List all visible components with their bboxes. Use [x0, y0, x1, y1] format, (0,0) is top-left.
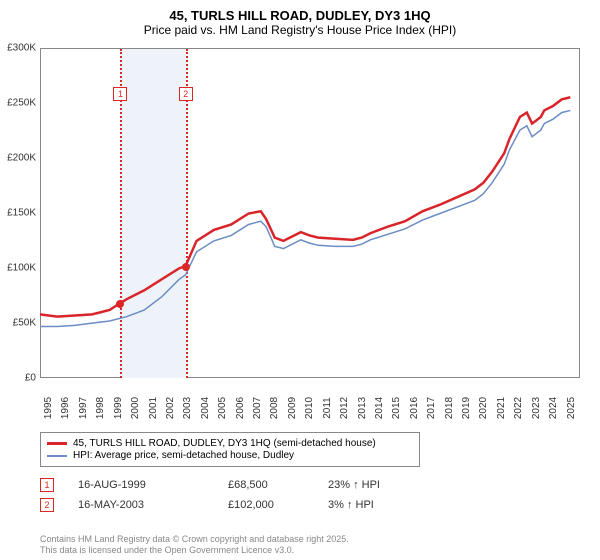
x-tick-label: 1997	[78, 397, 89, 419]
x-tick-label: 1998	[95, 397, 106, 419]
chart-plot-area: 12	[40, 48, 580, 378]
y-tick-label: £300K	[7, 43, 36, 54]
transaction-price: £102,000	[228, 499, 328, 511]
x-tick-label: 2012	[339, 397, 350, 419]
y-tick-label: £250K	[7, 98, 36, 109]
transaction-diff: 23% ↑ HPI	[328, 479, 428, 491]
title-subtitle: Price paid vs. HM Land Registry's House …	[0, 23, 600, 37]
x-tick-label: 2009	[287, 397, 298, 419]
x-tick-label: 2016	[409, 397, 420, 419]
x-tick-label: 2019	[461, 397, 472, 419]
title-address: 45, TURLS HILL ROAD, DUDLEY, DY3 1HQ	[0, 8, 600, 23]
y-tick-label: £50K	[13, 318, 36, 329]
y-tick-label: £100K	[7, 263, 36, 274]
x-tick-label: 2022	[513, 397, 524, 419]
x-tick-label: 1999	[113, 397, 124, 419]
legend-swatch	[47, 455, 67, 457]
x-tick-label: 2010	[304, 397, 315, 419]
x-tick-label: 1996	[60, 397, 71, 419]
x-axis-labels: 1995 1996 1997 1998 1999 2000 2001 2002 2003 2004…	[40, 380, 580, 430]
footer-attribution: Contains HM Land Registry data © Crown c…	[40, 534, 349, 556]
x-tick-label: 2001	[148, 397, 159, 419]
transaction-row: 2 16-MAY-2003£102,0003% ↑ HPI	[40, 498, 580, 512]
y-axis-labels: £0£50K£100K£150K£200K£250K£300K	[0, 48, 38, 378]
x-tick-label: 2023	[531, 397, 542, 419]
x-tick-label: 2005	[217, 397, 228, 419]
x-tick-label: 2007	[252, 397, 263, 419]
x-tick-label: 2020	[478, 397, 489, 419]
transaction-number: 1	[40, 478, 54, 492]
legend-label: HPI: Average price, semi-detached house,…	[73, 450, 294, 461]
x-tick-label: 2011	[322, 397, 333, 419]
legend-label: 45, TURLS HILL ROAD, DUDLEY, DY3 1HQ (se…	[73, 438, 376, 449]
transaction-marker	[116, 300, 124, 308]
x-tick-label: 2008	[269, 397, 280, 419]
x-tick-label: 2017	[426, 397, 437, 419]
x-tick-label: 2003	[182, 397, 193, 419]
y-tick-label: £200K	[7, 153, 36, 164]
chart-title-area: 45, TURLS HILL ROAD, DUDLEY, DY3 1HQ Pri…	[0, 0, 600, 41]
series-line	[40, 97, 570, 316]
x-tick-label: 2024	[548, 397, 559, 419]
marker-label: 2	[179, 87, 193, 101]
transaction-diff: 3% ↑ HPI	[328, 499, 428, 511]
transaction-marker	[182, 263, 190, 271]
x-tick-label: 2018	[444, 397, 455, 419]
x-tick-label: 2025	[566, 397, 577, 419]
legend: 45, TURLS HILL ROAD, DUDLEY, DY3 1HQ (se…	[40, 432, 420, 467]
x-tick-label: 2002	[165, 397, 176, 419]
marker-label: 1	[113, 87, 127, 101]
series-line	[40, 110, 570, 326]
legend-item: HPI: Average price, semi-detached house,…	[47, 450, 413, 461]
x-tick-label: 2006	[235, 397, 246, 419]
y-tick-label: £0	[25, 373, 36, 384]
x-tick-label: 2021	[496, 397, 507, 419]
transaction-number: 2	[40, 498, 54, 512]
footer-line1: Contains HM Land Registry data © Crown c…	[40, 534, 349, 545]
legend-item: 45, TURLS HILL ROAD, DUDLEY, DY3 1HQ (se…	[47, 438, 413, 449]
transaction-date: 16-AUG-1999	[78, 479, 228, 491]
transaction-row: 1 16-AUG-1999£68,50023% ↑ HPI	[40, 478, 580, 492]
footer-line2: This data is licensed under the Open Gov…	[40, 545, 349, 556]
x-tick-label: 2015	[391, 397, 402, 419]
legend-swatch	[47, 442, 67, 445]
x-tick-label: 2000	[130, 397, 141, 419]
x-tick-label: 2014	[374, 397, 385, 419]
y-tick-label: £150K	[7, 208, 36, 219]
x-tick-label: 2013	[357, 397, 368, 419]
x-tick-label: 2004	[200, 397, 211, 419]
transaction-price: £68,500	[228, 479, 328, 491]
x-tick-label: 1995	[43, 397, 54, 419]
transaction-date: 16-MAY-2003	[78, 499, 228, 511]
